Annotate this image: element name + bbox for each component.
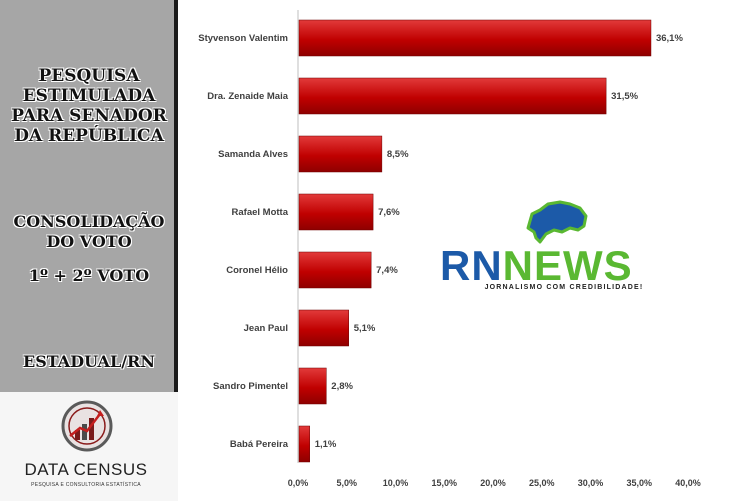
rn-news-watermark: RNNEWS JORNALISMO COM CREDIBILIDADE! (440, 198, 670, 298)
category-label: Rafael Motta (232, 207, 289, 218)
survey-headline: PESQUISA ESTIMULADA PARA SENADOR DA REPÚ… (11, 66, 167, 146)
x-tick-label: 25,0% (529, 478, 555, 488)
category-label: Sandro Pimentel (213, 381, 288, 392)
x-tick-label: 5,0% (336, 478, 357, 488)
bar (298, 251, 372, 289)
x-tick-label: 40,0% (675, 478, 701, 488)
data-label: 1,1% (315, 439, 337, 450)
data-label: 36,1% (656, 33, 683, 44)
bar-chart: Styvenson Valentim 36,1% Dra. Zenaide Maia… (198, 10, 701, 488)
x-tick-label: 20,0% (480, 478, 506, 488)
data-label: 5,1% (354, 323, 376, 334)
company-name: DATA CENSUS (24, 460, 148, 479)
data-label: 7,4% (376, 265, 398, 276)
bar (298, 193, 374, 231)
data-label: 2,8% (331, 381, 353, 392)
brand-tagline: JORNALISMO COM CREDIBILIDADE! (484, 284, 644, 291)
category-label: Dra. Zenaide Maia (207, 91, 288, 102)
x-tick-label: 35,0% (626, 478, 652, 488)
data-label: 31,5% (611, 91, 638, 102)
rn-news-logo: RNNEWS (440, 242, 670, 290)
bar (298, 425, 310, 463)
bar (298, 19, 652, 57)
brand-rn-text: RN (440, 242, 503, 289)
brand-news-text: NEWS (502, 242, 633, 289)
x-tick-label: 0,0% (288, 478, 309, 488)
company-tagline: PESQUISA E CONSULTORIA ESTATÍSTICA (31, 482, 141, 488)
x-tick-label: 10,0% (383, 478, 409, 488)
bar (298, 135, 383, 173)
category-label: Styvenson Valentim (198, 33, 288, 44)
x-tick-label: 15,0% (431, 478, 457, 488)
bar (298, 309, 349, 347)
data-label: 7,6% (378, 207, 400, 218)
region-label: ESTADUAL/RN (23, 352, 155, 371)
category-label: Samanda Alves (218, 149, 288, 160)
data-label: 8,5% (387, 149, 409, 160)
rn-state-map-icon (526, 200, 588, 244)
x-tick-label: 30,0% (578, 478, 604, 488)
bar (298, 77, 607, 115)
vote-round-label: 1º + 2º VOTO (28, 266, 150, 285)
company-logo: DATA CENSUS PESQUISA E CONSULTORIA ESTAT… (0, 392, 178, 501)
bar (298, 367, 327, 405)
survey-subheadline: CONSOLIDAÇÃO DO VOTO (13, 212, 165, 251)
category-label: Jean Paul (244, 323, 288, 334)
data-census-emblem-icon (61, 400, 113, 452)
category-label: Babá Pereira (230, 439, 289, 450)
category-label: Coronel Hélio (226, 265, 288, 276)
